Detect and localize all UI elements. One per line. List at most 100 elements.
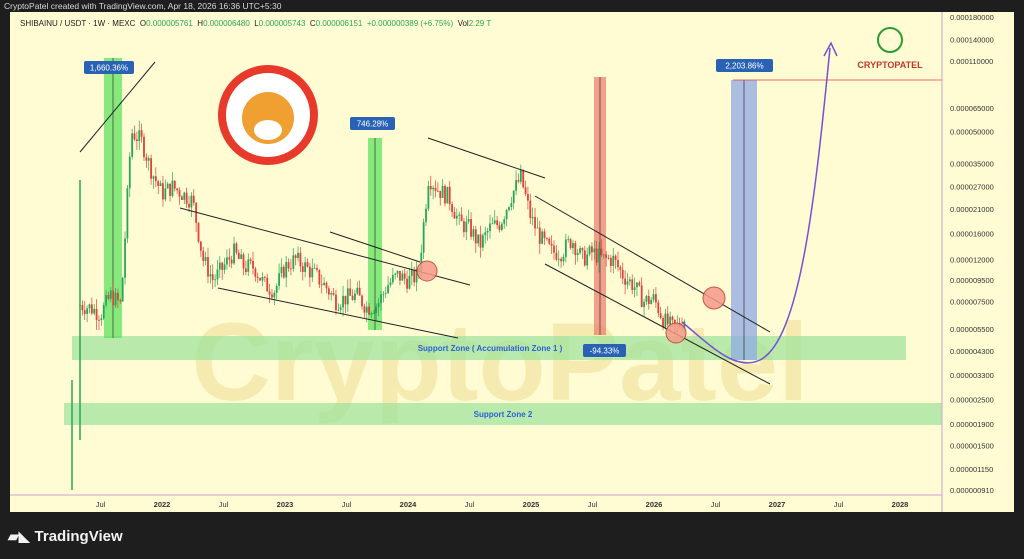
candle-body (164, 188, 167, 200)
candle-body (650, 299, 653, 305)
candle-body (588, 246, 591, 255)
trendline[interactable] (329, 231, 421, 263)
candle-body (586, 254, 589, 266)
highlight-circle[interactable] (702, 286, 726, 310)
candle-body (112, 290, 115, 306)
candle-body (484, 232, 487, 236)
candle-body (500, 223, 503, 230)
support-zone-2[interactable] (64, 403, 942, 425)
measure-label-box (84, 61, 134, 74)
candle-body (199, 241, 202, 251)
candle-body (109, 290, 112, 299)
trendline[interactable] (79, 61, 156, 153)
candle-body (515, 180, 517, 191)
candle-body (664, 313, 667, 328)
x-tick-label: Jul (96, 500, 106, 509)
price-axis[interactable] (942, 12, 1014, 512)
candle-body (263, 277, 266, 278)
trendline[interactable] (544, 263, 771, 385)
candle-body (185, 192, 188, 204)
candle-body (370, 312, 373, 315)
candle-body (351, 295, 354, 301)
candle-body (237, 252, 240, 259)
candle-body (617, 259, 619, 268)
candle-body (439, 190, 442, 198)
candle-body (235, 243, 238, 253)
candle-body (145, 157, 148, 161)
highlight-circle[interactable] (665, 322, 687, 344)
trendline[interactable] (534, 195, 771, 333)
candle-body (356, 287, 359, 294)
candle-body (600, 248, 603, 256)
candle-body (413, 269, 416, 283)
candle-body (268, 291, 271, 295)
candle-body (633, 287, 636, 290)
candle-body (643, 301, 645, 308)
candle-body (190, 195, 193, 208)
shiba-muzzle-icon (254, 120, 282, 140)
candle-body (666, 313, 669, 325)
candle-body (453, 212, 456, 219)
x-tick-label: Jul (465, 500, 475, 509)
candle-body (683, 321, 686, 329)
candle-body (332, 293, 335, 295)
arrow-head-icon (823, 41, 838, 57)
highlight-circle[interactable] (416, 260, 438, 282)
trendline[interactable] (217, 287, 459, 339)
candle-body (252, 260, 254, 269)
candle-body (647, 295, 650, 305)
candle-body (207, 257, 209, 277)
candle-body (508, 207, 510, 211)
candle-body (306, 262, 309, 267)
tradingview-logo[interactable]: ▰◣ TradingView (8, 528, 123, 545)
candle-body (266, 277, 269, 292)
candle-body (247, 259, 250, 273)
support-zone-2-label: Support Zone 2 (474, 410, 533, 419)
candle-body (88, 304, 91, 309)
high-label: H (197, 19, 204, 28)
candle-body (214, 279, 216, 281)
candle-body (669, 316, 672, 325)
low-label: L (254, 19, 259, 28)
candle-body (598, 248, 600, 263)
candle-body (114, 292, 117, 306)
candle-body (659, 313, 662, 318)
candle-body (226, 257, 228, 265)
chart-area[interactable] (10, 12, 1014, 512)
candle-body (624, 278, 626, 285)
candle-body (372, 312, 375, 314)
candle-body (562, 257, 565, 262)
x-tick-label: Jul (219, 500, 229, 509)
candle-body (154, 176, 157, 182)
candle-body (527, 193, 529, 201)
symbol-label[interactable]: SHIBAINU / USDT · 1W · MEXC (20, 19, 136, 28)
trendline[interactable] (427, 137, 546, 179)
candle-body (619, 267, 622, 270)
candle-body (652, 294, 655, 300)
candle-body (124, 238, 126, 278)
candle-body (631, 279, 634, 290)
candle-body (98, 319, 100, 321)
measure-label: 1,660.36% (90, 64, 128, 73)
measure-label: -94.33% (590, 347, 620, 356)
candle-body (425, 208, 427, 223)
brand-logo-icon (877, 27, 903, 53)
candle-body (420, 252, 423, 271)
candle-body (593, 248, 596, 253)
candle-body (280, 266, 283, 274)
candle-body (183, 192, 186, 200)
candle-body (560, 258, 563, 262)
candle-body (358, 287, 361, 296)
candle-body (538, 227, 541, 244)
candle-body (318, 269, 321, 285)
measure-label: 2,203.86% (725, 62, 763, 71)
projection-curve[interactable] (681, 47, 831, 364)
candle-body (249, 259, 252, 261)
candle-body (553, 245, 555, 253)
candle-body (202, 250, 205, 261)
y-tick-label: 0.000009500 (950, 276, 994, 285)
support-zone-1-label: Support Zone ( Accumulation Zone 1 ) (418, 344, 563, 353)
candle-body (569, 239, 572, 249)
candle-body (557, 258, 560, 260)
candle-body (550, 243, 553, 246)
